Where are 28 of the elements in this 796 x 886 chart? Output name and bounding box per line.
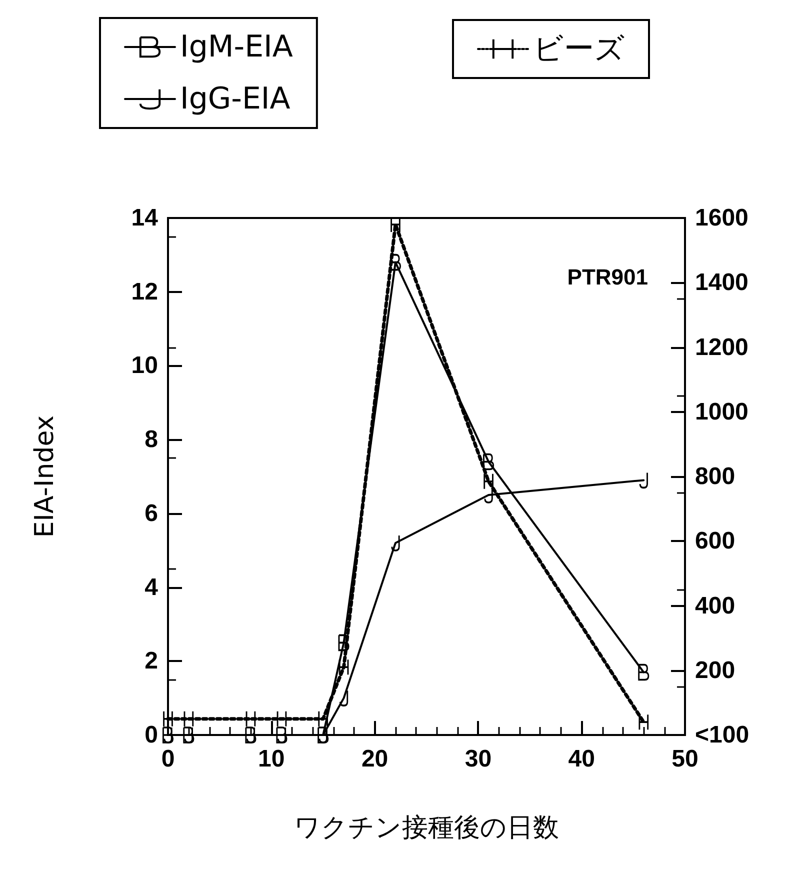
y2-tick-label: 1000 [695,398,748,426]
annotation: PTR901 [567,264,648,290]
legend-label: ビーズ [533,32,625,66]
x-tick-label: 50 [672,746,698,772]
y2-tick-label: 1400 [695,269,748,296]
y2-tick-label: 1600 [695,204,748,232]
x-tick-label: 10 [258,746,285,772]
y2-tick-label: 600 [695,528,736,555]
y-tick-label: 8 [144,426,158,454]
y-tick-label: 4 [144,574,159,601]
legend-label: IgG-EIA [180,82,291,116]
legend-label: IgM-EIA [180,30,294,64]
x-axis-title: ワクチン接種後の日数 [294,813,559,843]
y-tick-label: 14 [131,204,159,232]
y-axis-title: EIA-Index [30,415,60,538]
y-tick-label: 0 [144,722,158,748]
y-tick-label: 12 [131,278,158,306]
y2-tick-label: 200 [695,656,736,684]
x-tick-label: 20 [361,746,388,772]
y2-tick-label: <100 [695,722,750,748]
y-tick-label: 10 [131,352,158,380]
y2-tick-label: 800 [695,463,736,490]
x-tick-label: 40 [568,746,595,772]
y-tick-label: 2 [144,648,158,675]
y-tick-label: 6 [144,500,158,527]
y2-tick-label: 1200 [695,334,748,361]
x-tick-label: 30 [464,746,492,772]
y2-tick-label: 400 [695,592,736,620]
